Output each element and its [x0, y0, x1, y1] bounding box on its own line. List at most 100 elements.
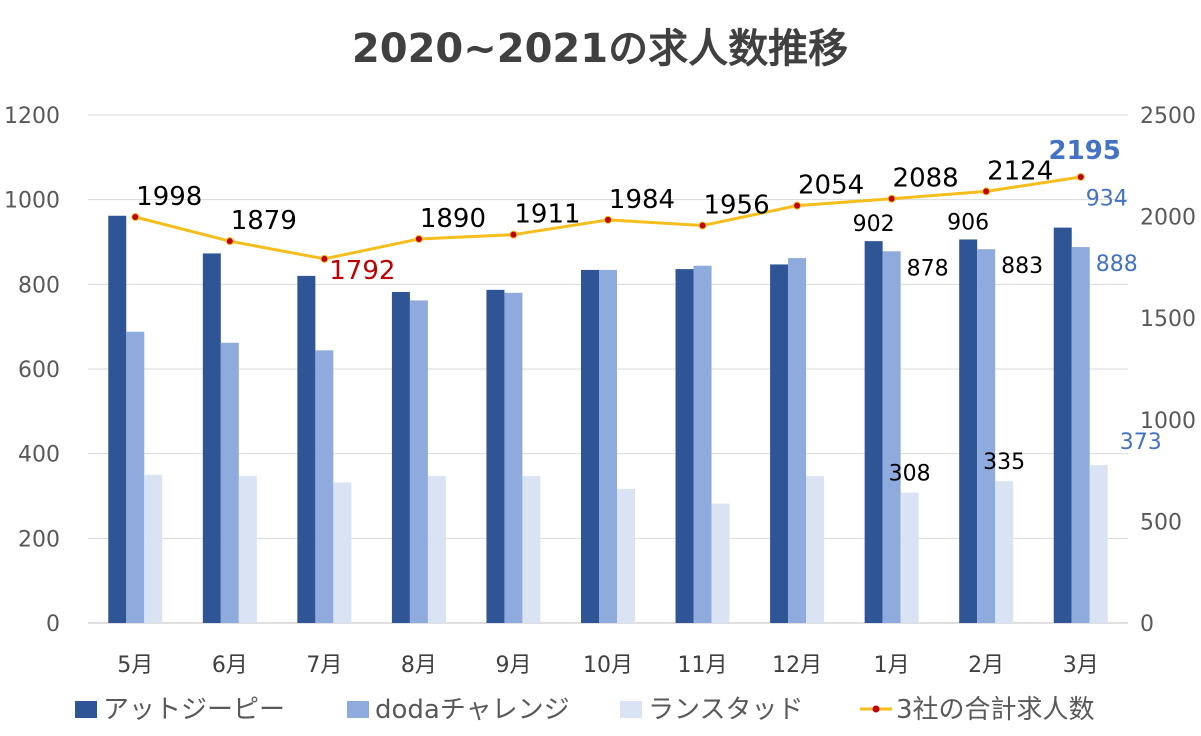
data-labels: 1998 1879 1792 1890 1911 1984 1956 2054 2088 2124… [136, 136, 1162, 487]
bar-label: 878 [907, 256, 949, 281]
total-label: 2124 [987, 156, 1053, 186]
bar [882, 251, 901, 623]
bar [202, 253, 221, 623]
bar [409, 300, 428, 623]
total-label: 1984 [609, 185, 675, 215]
legend-label: dodaチャレンジ [375, 695, 570, 725]
right-tick-label: 1000 [1140, 409, 1196, 434]
legend-swatch [347, 701, 369, 718]
legend-label: アットジーピー [103, 695, 285, 725]
bar [297, 275, 316, 623]
legend-label: ランスタッド [648, 695, 803, 725]
bar [900, 492, 919, 623]
line-point [414, 234, 423, 243]
line-point [320, 254, 329, 263]
category-label: 5月 [117, 653, 153, 678]
bar [333, 482, 352, 623]
bar [108, 215, 127, 623]
bar [599, 269, 617, 623]
bar [675, 269, 694, 623]
bar-label: 308 [889, 462, 931, 487]
total-label: 1792 [329, 256, 395, 286]
bar [995, 481, 1014, 623]
line-point [887, 194, 896, 203]
bar [315, 350, 334, 623]
category-label: 3月 [1063, 653, 1099, 678]
left-tick-label: 0 [46, 612, 60, 637]
legend-swatch [620, 701, 642, 718]
left-tick-label: 800 [18, 273, 60, 298]
bar [693, 265, 712, 623]
bar [504, 292, 523, 623]
category-label: 12月 [772, 653, 822, 678]
line-point [1076, 172, 1085, 181]
bar [220, 342, 239, 623]
bar [581, 269, 599, 623]
left-tick-label: 1000 [4, 189, 60, 214]
category-label: 10月 [583, 653, 633, 678]
category-label: 6月 [212, 653, 248, 678]
right-tick-label: 2500 [1140, 104, 1196, 129]
bar [391, 291, 410, 623]
line-point [698, 221, 707, 230]
right-tick-label: 500 [1140, 510, 1182, 535]
bar [788, 258, 807, 623]
bar [427, 476, 446, 623]
legend-label: 3社の合計求人数 [896, 695, 1095, 725]
right-tick-label: 1500 [1140, 307, 1196, 332]
right-axis-ticks: 0 500 1000 1500 2000 2500 [1140, 104, 1196, 637]
line-point [131, 213, 140, 222]
legend-marker [872, 705, 880, 713]
bar-label: 335 [983, 450, 1025, 475]
bar [711, 503, 730, 623]
bar [617, 488, 635, 623]
right-tick-label: 2000 [1140, 206, 1196, 231]
total-label: 2195 [1049, 136, 1121, 166]
bar [977, 249, 996, 624]
bar [959, 239, 978, 623]
bar [1053, 227, 1072, 623]
category-label: 9月 [495, 653, 531, 678]
category-label: 11月 [678, 653, 728, 678]
bar [238, 476, 257, 623]
category-label: 8月 [401, 653, 437, 678]
line-point [793, 201, 802, 210]
left-tick-label: 200 [18, 527, 60, 552]
category-label: 7月 [306, 653, 342, 678]
bar [522, 476, 541, 623]
total-label: 1998 [136, 182, 202, 212]
bar-label: 883 [1001, 254, 1043, 279]
total-label: 1911 [514, 200, 580, 230]
line-point [225, 237, 234, 246]
bar-label: 906 [947, 210, 989, 235]
bar [1089, 465, 1108, 623]
left-tick-label: 400 [18, 443, 60, 468]
line-point [982, 187, 991, 196]
line-point [509, 230, 518, 239]
bar [770, 264, 789, 623]
bar [144, 474, 163, 623]
category-labels: 5月 6月 7月 8月 9月 10月 11月 12月 1月 2月 3月 [117, 653, 1098, 678]
category-label: 1月 [874, 653, 910, 678]
bar-label: 373 [1120, 430, 1162, 455]
bar [1071, 247, 1090, 623]
total-label: 1956 [703, 191, 769, 221]
bar [864, 241, 883, 624]
legend: アットジーピー dodaチャレンジ ランスタッド 3社の合計求人数 [75, 695, 1095, 725]
left-tick-label: 600 [18, 358, 60, 383]
legend-swatch [75, 701, 97, 718]
bar [806, 476, 825, 623]
bars [108, 215, 1108, 624]
total-label: 2054 [798, 171, 864, 201]
total-line [131, 172, 1085, 263]
right-tick-label: 0 [1140, 612, 1154, 637]
category-label: 2月 [968, 653, 1004, 678]
total-label: 1879 [231, 206, 297, 236]
line-point [604, 215, 612, 224]
bar-label: 934 [1086, 187, 1128, 212]
bar-label: 902 [853, 212, 895, 237]
left-axis-ticks: 0 200 400 600 800 1000 1200 [4, 104, 60, 637]
total-label: 2088 [893, 164, 959, 194]
chart-title: 2020~2021の求人数推移 [352, 26, 848, 72]
